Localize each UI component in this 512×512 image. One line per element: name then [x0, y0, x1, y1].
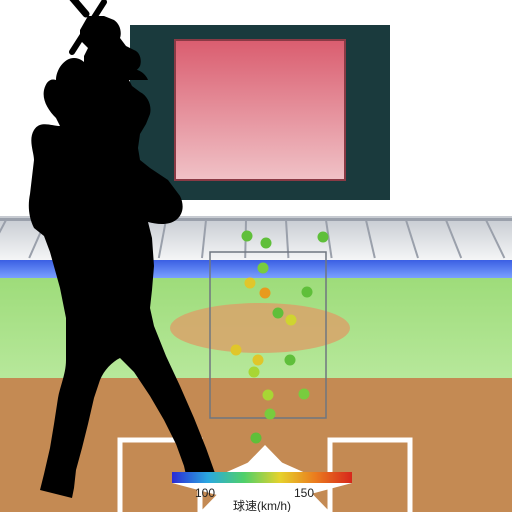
pitch-marker: [249, 367, 260, 378]
jumbotron-screen: [175, 40, 345, 180]
pitch-marker: [318, 232, 329, 243]
legend-colorbar: [172, 472, 352, 483]
pitch-location-figure: 100 150球速(km/h): [0, 0, 512, 512]
pitch-marker: [285, 355, 296, 366]
pitch-marker: [261, 238, 272, 249]
legend-tick-label: 150: [294, 486, 314, 500]
pitch-marker: [258, 263, 269, 274]
pitch-marker: [251, 433, 262, 444]
pitch-marker: [231, 345, 242, 356]
legend-title: 球速(km/h): [233, 499, 291, 512]
pitch-marker: [263, 390, 274, 401]
pitchers-mound: [170, 303, 350, 353]
pitch-marker: [302, 287, 313, 298]
pitch-marker: [299, 389, 310, 400]
pitch-marker: [265, 409, 276, 420]
pitch-marker: [245, 278, 256, 289]
pitch-marker: [273, 308, 284, 319]
legend-tick-label: 100: [195, 486, 215, 500]
pitch-marker: [260, 288, 271, 299]
pitch-marker: [253, 355, 264, 366]
pitch-marker: [286, 315, 297, 326]
pitch-marker: [242, 231, 253, 242]
